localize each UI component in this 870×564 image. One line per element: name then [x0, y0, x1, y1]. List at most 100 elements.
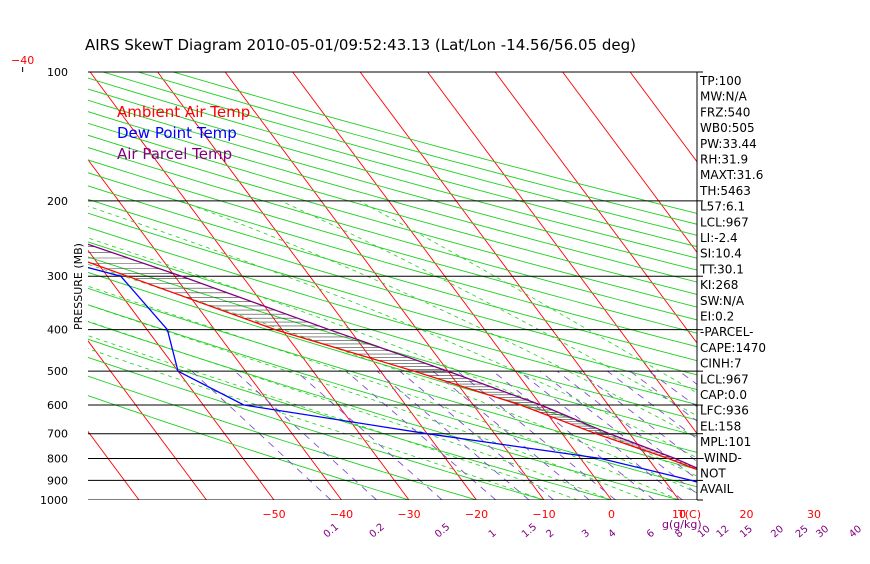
stat-line: LCL:967: [700, 372, 749, 386]
mixing-ratio-unit-label: g(g/kg): [662, 518, 702, 531]
legend: Ambient Air Temp Dew Point Temp Air Parcel…: [117, 103, 250, 163]
legend-entry: Ambient Air Temp: [117, 103, 250, 121]
dry-adiabat: [88, 172, 697, 348]
mixing-ratio-line: [539, 370, 697, 495]
stat-line: MW:N/A: [700, 90, 748, 104]
stat-line: LI:-2.4: [700, 231, 738, 245]
dry-adiabat: [88, 77, 697, 248]
dry-adiabat: [88, 375, 477, 500]
dry-adiabat: [88, 271, 697, 453]
dry-adiabat: [88, 321, 680, 500]
mixing-ratio-line: [578, 370, 697, 463]
y-axis-label: PRESSURE (MB): [72, 243, 85, 330]
mixing-ratio-tick-label: 1: [487, 528, 499, 541]
stat-line: FRZ:540: [700, 105, 750, 119]
stat-line: -PARCEL-: [700, 325, 754, 339]
temperature-unit-label: T(C): [677, 508, 701, 521]
dew-point-line: [88, 266, 697, 483]
bottom-temp-tick-label: −50: [262, 508, 285, 521]
dry-adiabat: [88, 395, 410, 500]
mixing-ratio-line: [492, 370, 655, 500]
dry-adiabat: [88, 111, 697, 283]
stat-line: CAP:0.0: [700, 388, 747, 402]
pressure-tick-label: 900: [47, 474, 68, 487]
stat-line: MPL:101: [700, 435, 751, 449]
stat-line: WB0:505: [700, 121, 755, 135]
dry-adiabat: [88, 241, 697, 421]
isotherm-line: [88, 249, 275, 500]
dry-adiabat: [88, 122, 697, 295]
bottom-temp-tick-label: 0: [608, 508, 615, 521]
stat-line: RH:31.9: [700, 153, 748, 167]
pressure-tick-label: 500: [47, 365, 68, 378]
pressure-tick-label: 100: [47, 66, 68, 79]
stat-line: EI:0.2: [700, 310, 734, 324]
dry-adiabat: [88, 212, 697, 391]
isotherm-line: [89, 72, 410, 500]
stat-line: SI:10.4: [700, 247, 742, 261]
mixing-ratio-tick-label: 4: [606, 528, 618, 541]
dry-adiabat: [88, 356, 545, 500]
dry-adiabat: [88, 147, 697, 321]
dry-adiabat-lines: [88, 72, 697, 500]
dry-adiabat: [88, 287, 697, 470]
legend-entry: Air Parcel Temp: [117, 145, 232, 163]
pressure-tick-label: 1000: [40, 494, 68, 507]
isotherm-line: [427, 72, 697, 435]
stat-line: AVAIL: [700, 482, 734, 496]
isotherm-line: [224, 72, 545, 500]
stat-line: TP:100: [699, 74, 742, 88]
pressure-tick-label: 800: [47, 453, 68, 466]
dry-adiabat: [88, 88, 697, 259]
pressure-gridlines: [88, 72, 697, 500]
stat-line: MAXT:31.6: [700, 168, 763, 182]
stat-line: EL:158: [700, 419, 741, 433]
stat-line: -WIND-: [700, 451, 742, 465]
moist-adiabat: [88, 205, 697, 459]
dry-adiabat: [88, 159, 697, 334]
pressure-tick-label: 300: [47, 270, 68, 283]
mixing-ratio-tick-label: 3: [580, 528, 592, 541]
plot-area: [88, 72, 697, 500]
pressure-tick-label: 700: [47, 428, 68, 441]
stat-line: CINH:7: [700, 357, 742, 371]
isotherm-line: [157, 72, 477, 500]
bottom-temp-tick-label: 10: [672, 508, 686, 521]
moist-adiabat: [88, 348, 545, 500]
stat-line: L57:6.1: [700, 200, 745, 214]
stat-line: TH:5463: [699, 184, 751, 198]
legend-entry: Dew Point Temp: [117, 124, 237, 142]
bottom-temp-tick-label: −30: [397, 508, 420, 521]
plot-frame: [88, 71, 703, 501]
dry-adiabat: [88, 338, 612, 500]
mixing-ratio-tick-label: 2: [544, 528, 556, 541]
isotherm-line: [88, 340, 207, 500]
stat-line: TT:30.1: [699, 262, 744, 276]
isotherm-line: [494, 72, 697, 344]
stat-line: LCL:967: [700, 215, 749, 229]
dry-adiabat: [88, 226, 697, 406]
pressure-tick-label: 200: [47, 195, 68, 208]
mixing-ratio-line: [234, 370, 377, 500]
ambient-temp-line: [88, 261, 697, 471]
pressure-tick-label: 600: [47, 399, 68, 412]
mixing-ratio-line: [295, 370, 443, 500]
stat-line: PW:33.44: [700, 137, 757, 151]
isotherm-line: [88, 158, 342, 500]
bottom-temp-tick-label: 20: [740, 508, 754, 521]
isotherm-lines: [88, 72, 697, 500]
isotherm-line: [629, 72, 697, 163]
mixing-ratio-tick-label: 6: [645, 528, 657, 541]
dry-adiabat: [88, 304, 697, 488]
parcel-temp-line: [88, 243, 697, 469]
dry-adiabat: [88, 185, 697, 362]
isotherm-line: [292, 72, 612, 500]
dry-adiabat: [88, 198, 697, 376]
mixing-ratio-line: [345, 370, 497, 500]
mixing-ratio-line: [191, 370, 332, 500]
stat-line: SW:N/A: [700, 294, 745, 308]
stat-line: KI:268: [700, 278, 738, 292]
mixing-ratio-tick-label: 8: [673, 528, 685, 541]
top-temp-tick-label: −40: [11, 54, 34, 67]
